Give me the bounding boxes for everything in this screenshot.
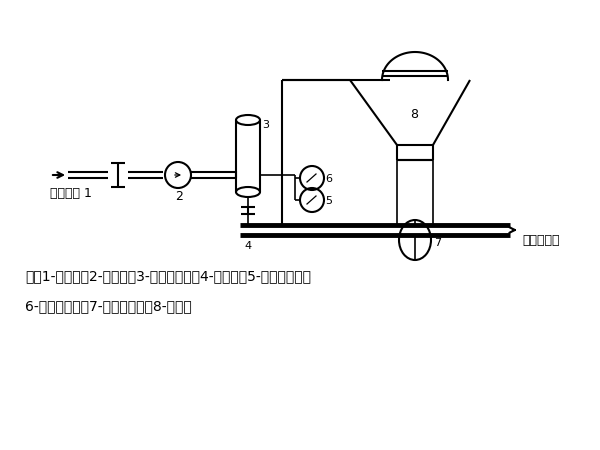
Text: 气粉混合物: 气粉混合物: [522, 234, 560, 247]
Text: 注：1-节流阀；2-流量计；3-气水分离器；4-安全阀；5-管道压力表；: 注：1-节流阀；2-流量计；3-气水分离器；4-安全阀；5-管道压力表；: [25, 269, 311, 283]
Text: 7: 7: [434, 238, 441, 248]
Text: 6-灰罐压力表；7-发送器转鼓；8-灰罐。: 6-灰罐压力表；7-发送器转鼓；8-灰罐。: [25, 299, 192, 313]
Text: 4: 4: [244, 241, 251, 251]
Text: 3: 3: [262, 120, 269, 130]
Text: 2: 2: [175, 190, 183, 203]
Text: 6: 6: [325, 174, 332, 184]
Text: 8: 8: [410, 108, 418, 121]
Text: 压缩空气 1: 压缩空气 1: [50, 187, 92, 200]
Text: 5: 5: [325, 196, 332, 206]
